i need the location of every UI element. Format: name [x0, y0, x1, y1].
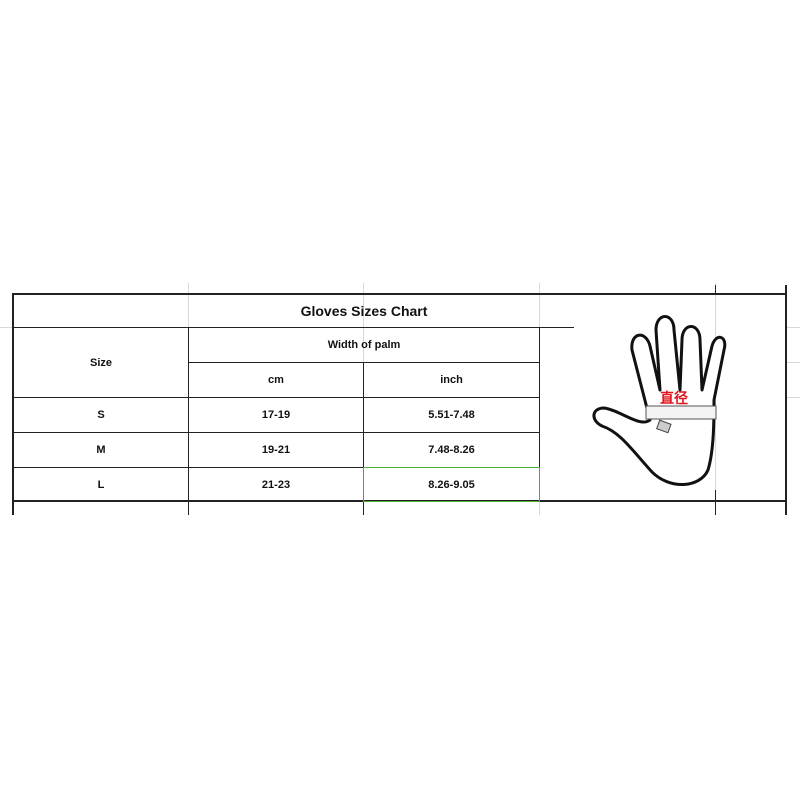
- table-border: [12, 327, 574, 328]
- gridline: [786, 362, 800, 363]
- cm-cell[interactable]: 19-21: [261, 444, 291, 456]
- gridline: [786, 327, 800, 328]
- cm-header: cm: [268, 374, 284, 386]
- tape-end-icon: [656, 419, 672, 434]
- table-border: [12, 397, 539, 398]
- table-border: [188, 362, 539, 363]
- gridline: [0, 327, 12, 328]
- cm-cell[interactable]: 21-23: [261, 478, 291, 491]
- gridline: [786, 397, 800, 398]
- width-of-palm-header: Width of palm: [327, 339, 401, 351]
- size-cell[interactable]: S: [97, 409, 105, 421]
- size-header: Size: [89, 356, 112, 369]
- size-cell[interactable]: M: [96, 444, 106, 456]
- inch-cell[interactable]: 5.51-7.48: [428, 409, 475, 421]
- inch-cell-selected[interactable]: 8.26-9.05: [428, 478, 475, 491]
- diameter-label: 直径: [660, 390, 688, 406]
- chart-title: Gloves Sizes Chart: [300, 303, 428, 319]
- table-border: [188, 327, 189, 515]
- table-border: [12, 467, 539, 468]
- inch-header: inch: [440, 374, 463, 386]
- cell-selection-outline: [363, 467, 540, 502]
- hand-measure-illustration: [592, 315, 727, 486]
- table-border: [12, 293, 787, 295]
- table-border: [12, 432, 539, 433]
- size-cell[interactable]: L: [97, 478, 105, 491]
- inch-cell[interactable]: 7.48-8.26: [428, 444, 475, 456]
- table-border: [12, 293, 14, 515]
- gridline: [715, 285, 716, 295]
- measuring-tape-icon: [645, 405, 717, 420]
- table-border: [363, 362, 364, 515]
- cm-cell[interactable]: 17-19: [261, 409, 291, 421]
- table-border: [539, 327, 540, 501]
- gridline: [715, 490, 716, 515]
- table-border: [785, 285, 787, 515]
